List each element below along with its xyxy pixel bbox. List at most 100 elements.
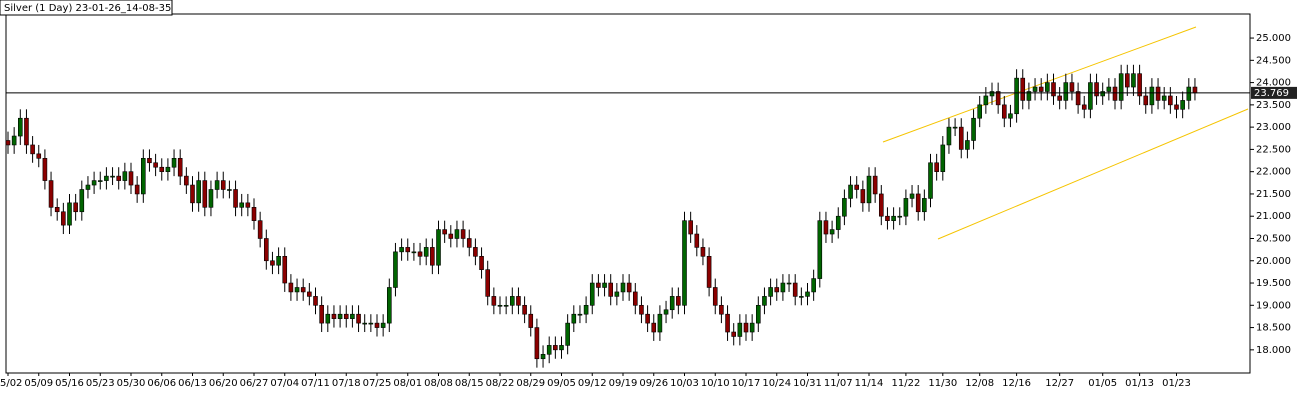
candle-body — [42, 158, 48, 181]
candle-body — [934, 162, 939, 172]
x-tick-label: 12/16 — [1002, 378, 1031, 389]
candle-body — [946, 126, 952, 146]
candle-body — [522, 304, 527, 315]
x-tick-label: 11/22 — [891, 378, 920, 389]
candle-body — [1149, 86, 1155, 106]
candle-body — [67, 202, 72, 226]
candle-body — [454, 229, 460, 239]
y-tick-label: 24.500 — [1256, 55, 1291, 66]
candle-body — [583, 304, 589, 315]
x-tick-label: 07/04 — [270, 378, 299, 389]
candle-body — [971, 117, 976, 141]
candle-body — [97, 180, 103, 182]
candle-body — [596, 282, 601, 288]
candle-body — [792, 282, 798, 297]
candle-body — [1100, 91, 1105, 97]
candle-body — [257, 220, 263, 239]
y-tick-label: 22.500 — [1256, 144, 1291, 155]
candle-body — [11, 135, 17, 146]
candle-body — [878, 193, 884, 217]
candle-body — [380, 322, 386, 328]
y-tick-label: 19.000 — [1256, 300, 1291, 311]
candle-body — [73, 202, 78, 213]
candle-body — [897, 215, 903, 218]
y-tick-label: 18.000 — [1256, 345, 1291, 356]
candle-body — [1131, 73, 1136, 88]
candle-body — [1094, 82, 1099, 97]
candle-body — [171, 158, 177, 168]
candle-body — [1069, 82, 1075, 92]
candle-body — [645, 313, 650, 324]
candle-body — [460, 229, 466, 239]
candle-body — [725, 313, 730, 333]
candle-body — [1045, 82, 1050, 92]
candle-body — [374, 322, 380, 328]
y-tick-label: 22.000 — [1256, 167, 1291, 178]
x-tick-label: 10/03 — [670, 378, 699, 389]
candle-body — [331, 313, 337, 319]
candle-body — [141, 158, 146, 195]
x-tick-label: 10/31 — [793, 378, 822, 389]
candle-body — [1081, 104, 1087, 110]
candle-body — [399, 247, 404, 253]
candle-body — [1026, 91, 1032, 101]
x-tick-label: 09/05 — [547, 378, 576, 389]
x-tick-label: 06/13 — [178, 378, 207, 389]
candle-body — [48, 180, 54, 208]
candle-body — [614, 291, 620, 297]
chart-title: Silver (1 Day) 23-01-26_14-08-35 — [4, 3, 171, 14]
candle-body — [503, 304, 509, 307]
candle-body — [165, 166, 171, 172]
candle-body — [423, 247, 429, 257]
x-tick-label: 11/30 — [928, 378, 957, 389]
candle-body — [805, 291, 810, 297]
candle-body — [294, 287, 300, 293]
candle-body — [393, 251, 398, 288]
candle-body — [116, 175, 121, 181]
candle-body — [405, 247, 411, 253]
candle-body — [1001, 104, 1007, 119]
x-tick-label: 10/24 — [762, 378, 791, 389]
candle-body — [36, 153, 42, 159]
candle-body — [1032, 86, 1038, 92]
x-tick-label: 08/29 — [516, 378, 545, 389]
y-tick-label: 21.000 — [1256, 211, 1291, 222]
candle-body — [516, 296, 521, 306]
candle-body — [965, 140, 970, 150]
candle-body — [233, 189, 238, 208]
last-price-label: 23.769 — [1254, 88, 1289, 99]
candle-body — [202, 180, 208, 208]
y-tick-label: 23.500 — [1256, 100, 1291, 111]
candle-body — [1180, 100, 1185, 110]
x-tick-label: 11/07 — [824, 378, 853, 389]
candle-body — [589, 282, 595, 306]
candle-body — [1155, 86, 1161, 101]
candle-body — [386, 287, 392, 324]
candle-body — [866, 175, 872, 204]
candle-body — [442, 229, 447, 235]
candle-body — [1014, 77, 1019, 115]
candle-body — [319, 304, 324, 324]
candle-body — [1161, 95, 1167, 101]
candle-body — [368, 322, 374, 325]
candle-body — [411, 251, 417, 254]
candle-body — [706, 256, 712, 288]
x-tick-label: 09/12 — [578, 378, 607, 389]
x-tick-label: 07/18 — [332, 378, 361, 389]
candle-body — [497, 304, 503, 307]
candle-body — [208, 189, 214, 208]
candle-body — [466, 238, 472, 248]
candle-body — [196, 180, 201, 204]
candle-body — [534, 327, 540, 360]
candle-body — [436, 229, 441, 266]
candle-body — [688, 220, 693, 235]
candle-body — [848, 184, 853, 199]
candle-body — [712, 287, 718, 306]
candle-body — [485, 269, 491, 297]
candle-body — [85, 184, 91, 190]
candle-body — [1125, 73, 1130, 88]
y-tick-label: 20.500 — [1256, 233, 1291, 244]
candle-body — [823, 220, 829, 235]
candle-body — [958, 126, 964, 150]
x-tick-label: 09/19 — [609, 378, 638, 389]
